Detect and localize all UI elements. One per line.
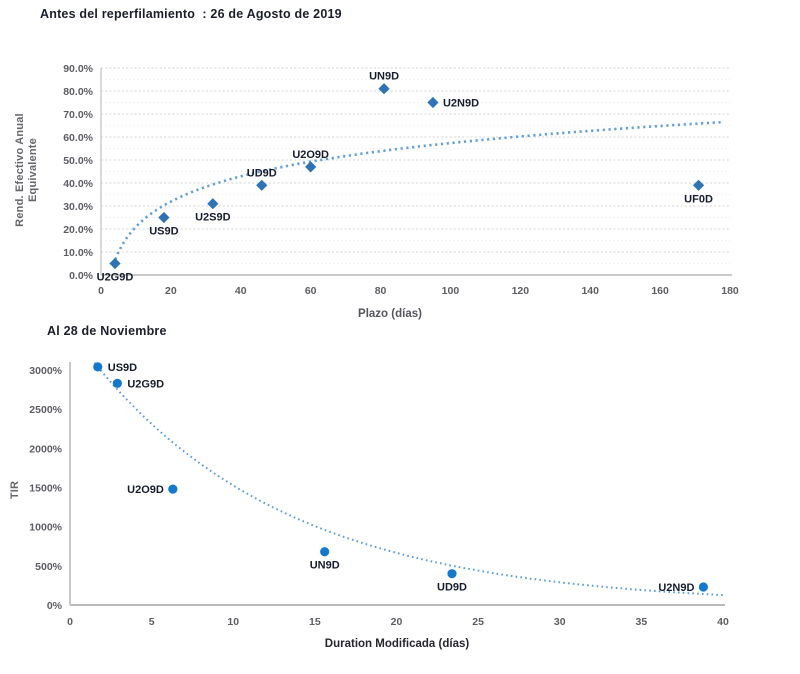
point-label-U2O9D: U2O9D — [292, 149, 329, 161]
chart1-title: Antes del reperfilamiento : 26 de Agosto… — [40, 7, 342, 21]
point-label-U2G9D: U2G9D — [127, 378, 164, 390]
x-tick-label: 20 — [391, 616, 403, 628]
x-tick-label: 15 — [309, 616, 321, 628]
y-tick-label: 10.0% — [63, 247, 93, 259]
y-tick-label: 60.0% — [63, 132, 93, 144]
x-tick-label: 180 — [721, 285, 739, 297]
data-point-UD9D — [447, 569, 457, 579]
y-tick-label: 50.0% — [63, 155, 93, 167]
y-tick-label: 1500% — [29, 483, 62, 495]
point-label-UN9D: UN9D — [310, 560, 340, 572]
point-label-UF0D: UF0D — [684, 193, 713, 205]
data-point-UD9D — [256, 179, 268, 191]
data-point-U2N9D — [427, 96, 439, 109]
y-tick-label: 3000% — [29, 365, 62, 377]
point-label-U2N9D: U2N9D — [443, 98, 479, 110]
chart2-x-axis-title: Duration Modificada (días) — [324, 638, 470, 650]
data-point-U2O9D — [168, 484, 178, 494]
point-label-U2G9D: U2G9D — [97, 272, 134, 284]
y-tick-label: 80.0% — [63, 86, 93, 98]
x-tick-label: 80 — [375, 285, 387, 297]
point-label-US9D: US9D — [108, 362, 137, 374]
data-point-UN9D — [378, 83, 390, 95]
y-tick-label: 1000% — [29, 522, 62, 534]
data-point-U2S9D — [207, 198, 219, 210]
y-tick-label: 500% — [35, 561, 63, 573]
x-tick-label: 30 — [554, 616, 566, 628]
x-tick-label: 100 — [442, 285, 460, 297]
y-tick-label: 70.0% — [63, 109, 93, 121]
data-point-U2N9D — [698, 582, 709, 592]
x-tick-label: 0 — [98, 285, 104, 297]
trend-line — [93, 362, 724, 597]
point-label-UD9D: UD9D — [437, 582, 467, 594]
y-tick-label: 0% — [47, 600, 63, 612]
data-point-U2O9D — [305, 161, 317, 173]
point-label-U2O9D: U2O9D — [127, 484, 164, 496]
y-tick-label: 40.0% — [63, 178, 93, 190]
data-point-UF0D — [692, 179, 705, 191]
y-tick-label: 20.0% — [63, 224, 93, 236]
point-label-US9D: US9D — [149, 226, 178, 238]
x-tick-label: 5 — [149, 616, 155, 628]
point-label-UN9D: UN9D — [369, 71, 399, 83]
x-tick-label: 10 — [227, 616, 239, 628]
data-point-US9D — [158, 211, 170, 224]
point-label-U2S9D: U2S9D — [195, 212, 231, 224]
x-tick-label: 140 — [581, 285, 599, 297]
trend-line — [111, 120, 724, 266]
x-tick-label: 160 — [651, 285, 669, 297]
y-tick-label: 90.0% — [63, 63, 93, 75]
chart1-x-axis-title: Plazo (días) — [358, 308, 422, 320]
y-tick-label: 2000% — [29, 443, 62, 455]
y-tick-label: 0.0% — [69, 270, 94, 282]
x-tick-label: 35 — [636, 616, 648, 628]
point-label-U2N9D: U2N9D — [658, 582, 694, 594]
data-point-US9D — [93, 362, 103, 372]
x-tick-label: 0 — [67, 616, 73, 628]
y-tick-label: 30.0% — [63, 201, 93, 213]
data-point-U2G9D — [109, 257, 121, 270]
x-tick-label: 40 — [235, 285, 247, 297]
chart2-title: Al 28 de Noviembre — [47, 324, 167, 338]
x-tick-label: 25 — [472, 616, 484, 628]
point-label-UD9D: UD9D — [247, 167, 277, 179]
data-point-U2G9D — [112, 378, 122, 388]
x-tick-label: 20 — [165, 285, 177, 297]
x-tick-label: 120 — [512, 285, 530, 297]
y-tick-label: 2500% — [29, 404, 62, 416]
data-point-UN9D — [320, 547, 330, 557]
x-tick-label: 40 — [717, 616, 729, 628]
x-tick-label: 60 — [305, 285, 317, 297]
